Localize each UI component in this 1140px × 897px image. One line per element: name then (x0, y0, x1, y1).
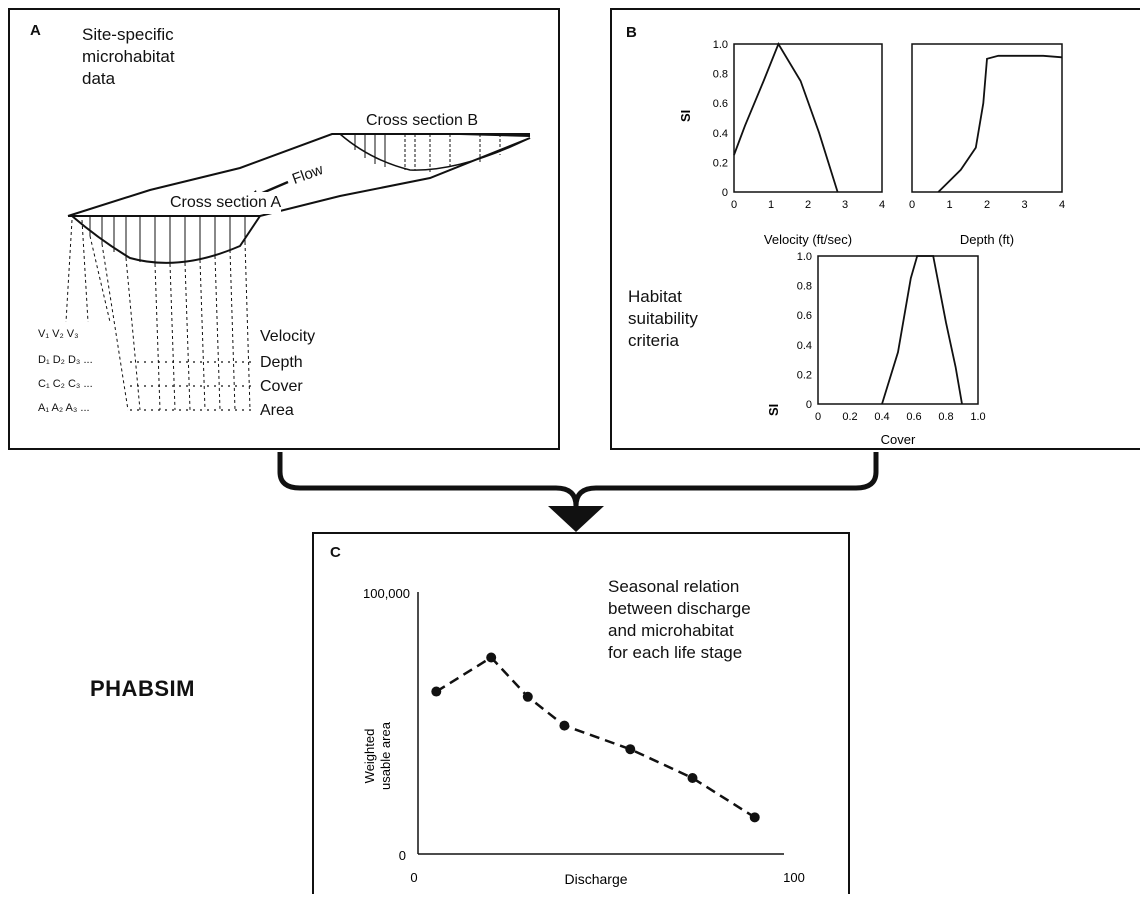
c-data-point (749, 812, 760, 823)
panel-a-site-data: A Site-specific microhabitat data (8, 8, 560, 450)
velocity-ytick: 0.4 (713, 128, 728, 140)
depth-plot-frame (911, 43, 1063, 193)
cover-si-label: SI (766, 404, 781, 416)
cross-section-b-label: Cross section B (366, 110, 479, 132)
cover-ytick: 1.0 (797, 251, 812, 263)
velocity-xlabel: Velocity (ft/sec) (764, 232, 852, 247)
velocity-xtick: 2 (805, 199, 811, 211)
c-ylabel-line-2: usable area (378, 721, 393, 790)
velocity-xtick: 4 (879, 199, 885, 211)
c-ytick-bottom: 0 (399, 848, 406, 863)
c-xtick-right: 100 (783, 870, 805, 885)
cover-xtick: 1.0 (970, 411, 985, 423)
cover-plot-frame (817, 255, 979, 405)
depth-xtick: 4 (1059, 199, 1065, 211)
panel-c-caption-line-3: and microhabitat (608, 621, 734, 640)
cover-xlabel: Cover (881, 432, 916, 447)
cover-xtick: 0.2 (842, 411, 857, 423)
depth-xtick: 0 (909, 199, 915, 211)
cover-ticks: 0 0.2 0.4 0.6 0.8 1.0 0 0.2 0.4 0.6 0.8 1.0 (797, 251, 986, 423)
velocity-xtick: 0 (731, 199, 737, 211)
panel-a-title-line-1: Site-specific (82, 25, 174, 44)
panel-c-discharge-relation: C Seasonal relation between discharge an… (312, 532, 850, 894)
down-arrow-head (548, 506, 604, 532)
c-xlabel: Discharge (564, 871, 627, 887)
velocity-curve (733, 41, 839, 193)
velocity-xtick: 3 (842, 199, 848, 211)
velocity-ytick: 0 (722, 187, 728, 199)
row-velocity-symbols: V₁ V₂ V₃ (38, 328, 79, 340)
row-cover-label: Cover (260, 378, 303, 395)
cover-xtick: 0.6 (906, 411, 921, 423)
cover-ytick: 0.6 (797, 310, 812, 322)
panel-b-suitability-criteria: B Habitat suitability criteria 0 1 2 3 4 0 0.2… (610, 8, 1140, 450)
row-depth-symbols: D₁ D₂ D₃ ... (38, 354, 93, 366)
row-depth-label: Depth (260, 354, 303, 371)
velocity-ytick: 1.0 (713, 39, 728, 51)
c-data-point (625, 744, 636, 755)
cover-ytick: 0.8 (797, 281, 812, 293)
depth-xtick: 2 (984, 199, 990, 211)
velocity-ytick: 0.8 (713, 69, 728, 81)
depth-xtick: 1 (946, 199, 952, 211)
velocity-si-label: SI (678, 110, 693, 122)
velocity-xtick: 1 (768, 199, 774, 211)
panel-c-caption-line-1: Seasonal relation (608, 577, 740, 596)
row-cover-symbols: C₁ C₂ C₃ ... (38, 378, 93, 390)
phabsim-title: PHABSIM (90, 676, 195, 701)
cover-xtick: 0 (815, 411, 821, 423)
c-data-point (559, 720, 570, 731)
cover-ytick: 0.4 (797, 340, 812, 352)
suitability-curves: 0 1 2 3 4 0 0.2 0.4 0.6 0.8 1.0 0 1 2 3 4 0 0.2 0.4 0.6 0.… (678, 39, 1065, 447)
c-series (431, 652, 760, 823)
panel-a-label: A (30, 22, 41, 39)
velocity-ytick: 0.2 (713, 157, 728, 169)
cross-section-a-label: Cross section A (170, 192, 282, 214)
panel-c-label: C (330, 544, 341, 561)
c-data-point (431, 686, 442, 697)
cover-curve (881, 255, 963, 405)
cover-ytick: 0 (806, 399, 812, 411)
panel-a-title-line-3: data (82, 69, 116, 88)
discharge-chart: 100,000 0 0 100 Discharge Weighted usabl… (362, 586, 805, 887)
river-channel-diagram (65, 133, 531, 411)
cover-ytick: 0.2 (797, 369, 812, 381)
panel-b-caption-line-3: criteria (628, 331, 680, 350)
depth-curve (937, 54, 1063, 193)
c-data-point (687, 773, 698, 784)
cover-xtick: 0.8 (938, 411, 953, 423)
velocity-ytick: 0.6 (713, 98, 728, 110)
c-ylabel-line-1: Weighted (362, 729, 377, 784)
velocity-ticks: 0 1 2 3 4 0 0.2 0.4 0.6 0.8 1.0 (713, 39, 885, 211)
c-data-point (486, 652, 497, 663)
row-area-label: Area (260, 402, 294, 419)
depth-xtick: 3 (1021, 199, 1027, 211)
velocity-plot-frame (733, 43, 883, 193)
panel-c-caption-line-4: for each life stage (608, 643, 743, 662)
cover-xtick: 0.4 (874, 411, 889, 423)
panel-b-caption-line-1: Habitat (628, 287, 682, 306)
row-area-symbols: A₁ A₂ A₃ ... (38, 402, 90, 414)
panel-c-caption-line-2: between discharge (608, 599, 751, 618)
row-velocity-label: Velocity (260, 328, 316, 345)
depth-xlabel: Depth (ft) (960, 232, 1014, 247)
c-series-line (435, 655, 756, 819)
c-ytick-top: 100,000 (363, 586, 410, 601)
depth-ticks: 0 1 2 3 4 (909, 199, 1065, 211)
panel-a-title-line-2: microhabitat (82, 47, 175, 66)
panel-b-label: B (626, 24, 637, 41)
c-data-point (522, 691, 533, 702)
c-xtick-left: 0 (410, 870, 417, 885)
panel-b-caption-line-2: suitability (628, 309, 698, 328)
